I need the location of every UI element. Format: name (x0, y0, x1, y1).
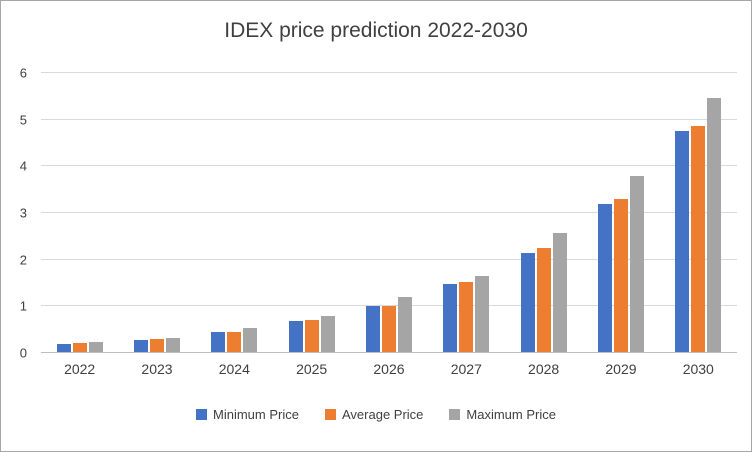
bar-average-price-2028 (536, 248, 551, 353)
bar-group-2027 (428, 73, 505, 353)
bar-maximum-price-2030 (707, 97, 722, 353)
x-axis: 2022 2023 2024 2025 2026 2027 2028 2029 2030 (41, 361, 737, 377)
y-tick-label: 6 (19, 65, 27, 81)
y-tick-label: 1 (19, 298, 27, 314)
bar-maximum-price-2024 (243, 328, 258, 353)
y-tick-label: 5 (19, 112, 27, 128)
gridline (41, 72, 737, 73)
x-tick-label: 2022 (64, 361, 96, 377)
plot-area (41, 72, 737, 353)
legend-item-maximum-price: Maximum Price (449, 407, 556, 422)
bar-average-price-2030 (691, 125, 706, 353)
legend-label: Maximum Price (466, 407, 556, 422)
bar-minimum-price-2022 (56, 343, 71, 353)
y-axis: 0 1 2 3 4 5 6 (1, 67, 35, 360)
bar-average-price-2026 (381, 305, 396, 353)
y-tick-label: 3 (19, 205, 27, 221)
gridline (41, 212, 737, 213)
x-tick-label: 2024 (218, 361, 250, 377)
x-tick-label: 2025 (296, 361, 328, 377)
bar-group-2024 (196, 73, 273, 353)
x-tick-label: 2026 (373, 361, 405, 377)
bar-maximum-price-2026 (397, 297, 412, 353)
bar-group-2028 (505, 73, 582, 353)
legend-swatch-maximum-price (449, 409, 461, 420)
gridline (41, 165, 737, 167)
legend-item-average-price: Average Price (324, 407, 424, 422)
x-tick-label: 2027 (450, 361, 482, 377)
legend-label: Average Price (341, 407, 424, 422)
bar-maximum-price-2028 (552, 233, 567, 353)
x-tick-label: 2030 (682, 361, 714, 377)
x-tick-label: 2023 (141, 361, 173, 377)
legend: Minimum Price Average Price Maximum Price (1, 407, 751, 422)
x-tick-label: 2028 (528, 361, 560, 377)
bar-average-price-2024 (227, 331, 242, 353)
gridline (41, 258, 737, 260)
bar-minimum-price-2026 (365, 306, 380, 353)
bar-group-2023 (118, 73, 195, 353)
bar-average-price-2025 (304, 320, 319, 353)
bar-group-2030 (660, 73, 737, 353)
bar-maximum-price-2023 (165, 337, 180, 353)
bar-maximum-price-2022 (88, 341, 103, 353)
bar-minimum-price-2023 (133, 339, 148, 353)
legend-swatch-average-price (324, 409, 336, 420)
bar-average-price-2022 (72, 343, 87, 353)
bar-minimum-price-2027 (443, 284, 458, 353)
bar-group-2029 (582, 73, 659, 353)
x-tick-label: 2029 (605, 361, 637, 377)
bar-minimum-price-2025 (288, 321, 303, 353)
bar-group-2026 (350, 73, 427, 353)
y-tick-label: 4 (19, 158, 27, 174)
gridline (41, 305, 737, 307)
bar-minimum-price-2030 (675, 131, 690, 353)
bar-group-2022 (41, 73, 118, 353)
bar-minimum-price-2024 (211, 332, 226, 353)
bar-maximum-price-2027 (475, 276, 490, 353)
bar-group-2025 (273, 73, 350, 353)
legend-label: Minimum Price (213, 407, 299, 422)
bar-minimum-price-2028 (520, 252, 535, 353)
y-tick-label: 2 (19, 252, 27, 268)
bar-maximum-price-2029 (629, 175, 644, 353)
y-tick-label: 0 (19, 345, 27, 361)
bar-minimum-price-2029 (597, 203, 612, 353)
gridline (41, 118, 737, 120)
legend-swatch-minimum-price (196, 409, 208, 420)
legend-item-minimum-price: Minimum Price (196, 407, 299, 422)
bar-average-price-2023 (149, 339, 164, 353)
bar-average-price-2027 (459, 282, 474, 353)
x-axis-line (41, 352, 737, 353)
bar-average-price-2029 (613, 199, 628, 353)
bar-maximum-price-2025 (320, 315, 335, 353)
chart-title: IDEX price prediction 2022-2030 (224, 19, 528, 42)
